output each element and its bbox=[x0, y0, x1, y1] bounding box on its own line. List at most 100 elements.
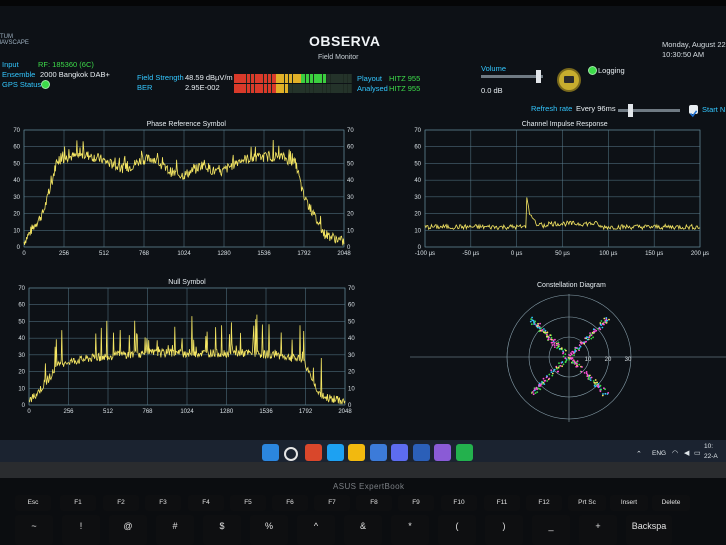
key-7[interactable]: F7 bbox=[314, 495, 350, 511]
y-tick-label: 50 bbox=[13, 161, 20, 167]
key-4[interactable]: F4 bbox=[188, 495, 224, 511]
volume-slider-thumb[interactable] bbox=[536, 70, 542, 83]
meter-segment bbox=[263, 84, 268, 93]
key-15[interactable]: Delete bbox=[652, 495, 690, 511]
input-label: Input bbox=[2, 60, 19, 69]
meter-segment bbox=[284, 84, 289, 93]
app-subtitle: Field Monitor bbox=[318, 54, 359, 61]
x-tick-label: 200 µs bbox=[691, 251, 709, 257]
key-row2-13[interactable]: Backspa bbox=[626, 515, 672, 545]
meter-segment bbox=[246, 74, 251, 83]
check-icon bbox=[689, 110, 698, 118]
constellation-point bbox=[586, 338, 589, 341]
chart-title: Null Symbol bbox=[168, 279, 206, 286]
constellation-point bbox=[575, 346, 577, 349]
meter-segment bbox=[255, 74, 259, 83]
key-row2-7[interactable]: & bbox=[344, 515, 382, 545]
refresh-rate-slider-thumb[interactable] bbox=[628, 104, 634, 117]
chevron-up-icon[interactable]: ⌃ bbox=[636, 451, 642, 458]
key-2[interactable]: F2 bbox=[103, 495, 139, 511]
key-10[interactable]: F10 bbox=[441, 495, 477, 511]
taskbar-clock-date[interactable]: 22-A bbox=[704, 453, 718, 460]
constellation-point bbox=[589, 334, 592, 336]
key-row2-6[interactable]: ^ bbox=[297, 515, 335, 545]
constellation-point bbox=[560, 347, 563, 349]
ensemble-label: Ensemble bbox=[2, 70, 36, 79]
taskbar-clock-time[interactable]: 10: bbox=[704, 443, 714, 450]
y-tick-label-right: 60 bbox=[348, 303, 355, 309]
observa-icon[interactable] bbox=[434, 444, 451, 461]
constellation-point bbox=[534, 392, 537, 394]
constellation-point bbox=[543, 328, 545, 330]
key-row2-2[interactable]: @ bbox=[109, 515, 147, 545]
record-icon[interactable] bbox=[557, 68, 581, 92]
y-tick-label-right: 30 bbox=[348, 353, 355, 359]
language-indicator[interactable]: ENG bbox=[652, 450, 667, 457]
key-row2-9[interactable]: ( bbox=[438, 515, 476, 545]
constellation-point bbox=[559, 364, 562, 367]
key-row2-8[interactable]: * bbox=[391, 515, 429, 545]
constellation-point bbox=[550, 336, 553, 339]
constellation-point bbox=[546, 333, 548, 336]
windows-icon[interactable] bbox=[262, 444, 279, 461]
constellation-point bbox=[542, 381, 545, 384]
refresh-rate-slider[interactable] bbox=[618, 104, 680, 117]
key-9[interactable]: F9 bbox=[398, 495, 434, 511]
key-row2-1[interactable]: ! bbox=[62, 515, 100, 545]
meter-segment bbox=[301, 74, 306, 83]
chart-title: Phase Reference Symbol bbox=[146, 121, 226, 128]
key-row2-11[interactable]: _ bbox=[532, 515, 570, 545]
constellation-point bbox=[546, 375, 548, 377]
ber-meter bbox=[234, 84, 352, 93]
constellation-point bbox=[564, 357, 567, 360]
key-row2-3[interactable]: # bbox=[156, 515, 194, 545]
key-11[interactable]: F11 bbox=[484, 495, 520, 511]
chrome-icon[interactable] bbox=[305, 444, 322, 461]
key-row2-4[interactable]: $ bbox=[203, 515, 241, 545]
volume-slider[interactable] bbox=[481, 70, 543, 83]
constellation-point bbox=[587, 376, 590, 379]
folder-icon[interactable] bbox=[348, 444, 365, 461]
constellation-point bbox=[534, 388, 536, 391]
key-8[interactable]: F8 bbox=[356, 495, 392, 511]
key-row2-0[interactable]: ~ bbox=[15, 515, 53, 545]
x-tick-label: 1792 bbox=[297, 251, 311, 257]
meter-segment bbox=[263, 74, 268, 83]
search-icon[interactable] bbox=[283, 447, 298, 461]
start-checkbox[interactable] bbox=[689, 105, 698, 118]
constellation-point bbox=[549, 334, 552, 336]
key-13[interactable]: Prt Sc bbox=[568, 495, 606, 511]
key-row2-12[interactable]: + bbox=[579, 515, 617, 545]
key-5[interactable]: F5 bbox=[230, 495, 266, 511]
constellation-point bbox=[569, 354, 572, 357]
line-icon[interactable] bbox=[455, 444, 473, 461]
constellation-point bbox=[547, 336, 550, 339]
key-1[interactable]: F1 bbox=[60, 495, 96, 511]
edge-icon[interactable] bbox=[326, 444, 344, 461]
store-icon[interactable] bbox=[391, 444, 408, 461]
wifi-icon[interactable]: ◠ bbox=[672, 450, 679, 457]
key-0[interactable]: Esc bbox=[15, 495, 51, 511]
constellation-point bbox=[538, 382, 541, 385]
constellation-point bbox=[562, 351, 565, 354]
constellation-point bbox=[585, 371, 588, 373]
constellation-point bbox=[536, 391, 539, 393]
constellation-point bbox=[539, 329, 542, 332]
constellation-point bbox=[585, 340, 587, 343]
key-14[interactable]: Insert bbox=[610, 495, 648, 511]
key-row2-5[interactable]: % bbox=[250, 515, 288, 545]
key-6[interactable]: F6 bbox=[272, 495, 308, 511]
battery-icon[interactable]: ▭ bbox=[694, 450, 701, 457]
constellation-point bbox=[605, 317, 608, 319]
volume-icon[interactable]: ◀ bbox=[684, 450, 690, 457]
key-12[interactable]: F12 bbox=[526, 495, 562, 511]
key-row2-10[interactable]: ) bbox=[485, 515, 523, 545]
x-tick-label: 0 bbox=[22, 251, 26, 257]
constellation-point bbox=[578, 344, 581, 347]
word-icon[interactable] bbox=[412, 444, 430, 461]
constellation-point bbox=[608, 318, 610, 321]
key-3[interactable]: F3 bbox=[145, 495, 181, 511]
y-tick-label-right: 40 bbox=[347, 178, 354, 184]
mail-icon[interactable] bbox=[369, 444, 387, 461]
